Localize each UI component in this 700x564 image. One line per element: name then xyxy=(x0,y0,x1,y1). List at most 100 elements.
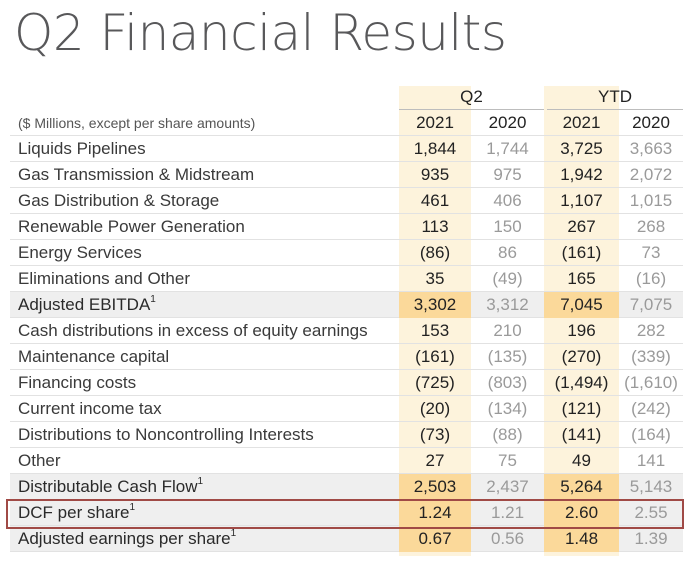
value-cell: (270) xyxy=(561,347,602,366)
table-row: Energy Services (86) 86 (161) 73 xyxy=(10,240,683,266)
page-title: Q2 Financial Results xyxy=(14,4,507,62)
row-label-text: Energy Services xyxy=(18,243,142,262)
table-body: Liquids Pipelines 1,844 1,744 3,725 3,663 Gas… xyxy=(10,136,683,552)
value-cell: (141) xyxy=(561,425,602,444)
value-cell: 1,744 xyxy=(486,139,529,158)
row-label-text: Cash distributions in excess of equity e… xyxy=(18,321,368,340)
table-row: Maintenance capital (161) (135) (270) (339) xyxy=(10,344,683,370)
value-cell: 1,015 xyxy=(629,191,673,210)
value-cell: (161) xyxy=(561,243,602,262)
value-cell: 1.21 xyxy=(490,503,525,522)
year-header-q2-2020: 2020 xyxy=(488,113,527,132)
value-cell: (16) xyxy=(635,269,667,288)
value-cell: (242) xyxy=(631,399,671,418)
value-cell: (49) xyxy=(492,269,523,288)
value-cell: 73 xyxy=(641,243,661,262)
value-cell: (134) xyxy=(487,399,528,418)
row-label-text: Current income tax xyxy=(18,399,162,418)
row-label-text: Gas Distribution & Storage xyxy=(18,191,220,210)
table-row: Distributable Cash Flow1 2,503 2,437 5,264 5… xyxy=(10,474,683,500)
value-cell: 282 xyxy=(636,321,666,340)
row-label: Adjusted EBITDA1 xyxy=(18,292,156,318)
row-label: Gas Transmission & Midstream xyxy=(18,162,254,188)
value-cell: 2,503 xyxy=(399,474,471,500)
row-label-text: Distributions to Noncontrolling Interest… xyxy=(18,425,314,444)
row-label: DCF per share1 xyxy=(18,500,135,526)
value-cell: 113 xyxy=(421,217,449,236)
value-cell: 141 xyxy=(636,451,666,470)
footnote-marker: 1 xyxy=(197,476,204,488)
table-row: Eliminations and Other 35 (49) 165 (16) xyxy=(10,266,683,292)
row-label-text: Financing costs xyxy=(18,373,137,392)
row-label-text: Distributable Cash Flow xyxy=(18,477,198,496)
value-cell: (135) xyxy=(487,347,528,366)
value-cell: 2.60 xyxy=(544,500,619,526)
year-header-ytd-2021: 2021 xyxy=(562,113,601,132)
value-cell: 461 xyxy=(420,191,450,210)
value-cell: 2.55 xyxy=(634,503,668,522)
table-row: Adjusted earnings per share1 0.67 0.56 1.48… xyxy=(10,526,683,552)
value-cell: 1,107 xyxy=(560,191,603,210)
value-cell: 975 xyxy=(493,165,522,184)
row-label: Financing costs xyxy=(18,370,136,396)
row-label-text: Gas Transmission & Midstream xyxy=(18,165,255,184)
value-cell: 268 xyxy=(636,217,666,236)
value-cell: 86 xyxy=(498,243,517,262)
value-cell: 210 xyxy=(493,321,522,340)
value-cell: 165 xyxy=(567,269,596,288)
row-label-text: Adjusted earnings per share xyxy=(18,529,231,548)
value-cell: (164) xyxy=(631,425,671,444)
value-cell: 150 xyxy=(493,217,522,236)
year-header-q2-2021: 2021 xyxy=(416,113,454,132)
value-cell: 75 xyxy=(498,451,517,470)
footnote-marker: 1 xyxy=(150,294,156,306)
row-label-text: Other xyxy=(18,451,61,470)
value-cell: (803) xyxy=(487,373,528,392)
value-cell: 3,663 xyxy=(629,139,673,158)
value-cell: (121) xyxy=(561,399,602,418)
value-cell: 0.67 xyxy=(399,526,471,552)
value-cell: 3,312 xyxy=(486,295,529,314)
row-label-text: Eliminations and Other xyxy=(18,269,190,288)
table-row: Gas Distribution & Storage 461 406 1,107 1,0… xyxy=(10,188,683,214)
row-label: Adjusted earnings per share1 xyxy=(18,526,236,552)
value-cell: 5,264 xyxy=(544,474,619,500)
row-label: Current income tax xyxy=(18,396,162,422)
value-cell: (725) xyxy=(415,373,455,392)
table-row: Adjusted EBITDA1 3,302 3,312 7,045 7,075 xyxy=(10,292,683,318)
row-label: Distributions to Noncontrolling Interest… xyxy=(18,422,314,448)
value-cell: 3,302 xyxy=(399,292,471,318)
footnote-marker: 1 xyxy=(129,502,136,514)
value-cell: (1,610) xyxy=(624,373,678,392)
value-cell: (86) xyxy=(419,243,451,262)
value-cell: (20) xyxy=(419,399,451,418)
value-cell: 35 xyxy=(425,269,445,288)
value-cell: 49 xyxy=(572,451,591,470)
row-label: Gas Distribution & Storage xyxy=(18,188,219,214)
table-row: Liquids Pipelines 1,844 1,744 3,725 3,663 xyxy=(10,136,683,162)
table-row: Other 27 75 49 141 xyxy=(10,448,683,474)
row-label-text: Liquids Pipelines xyxy=(18,139,146,158)
value-cell: (161) xyxy=(415,347,455,366)
value-cell: 2,072 xyxy=(629,165,673,184)
units-label: ($ Millions, except per share amounts) xyxy=(18,115,256,131)
row-label: Renewable Power Generation xyxy=(18,214,245,240)
table-row: DCF per share1 1.24 1.21 2.60 2.55 xyxy=(10,500,683,526)
row-label-text: Maintenance capital xyxy=(18,347,170,366)
value-cell: 935 xyxy=(420,165,450,184)
value-cell: 267 xyxy=(567,217,596,236)
value-cell: 7,075 xyxy=(629,295,673,314)
value-cell: 1.48 xyxy=(544,526,619,552)
row-label: Cash distributions in excess of equity e… xyxy=(18,318,368,344)
ytd-group-header: YTD xyxy=(547,86,683,110)
value-cell: (1,494) xyxy=(554,373,609,392)
row-label: Eliminations and Other xyxy=(18,266,190,292)
table-row: Renewable Power Generation 113 150 267 268 xyxy=(10,214,683,240)
q2-group-header: Q2 xyxy=(399,86,544,110)
row-label: Liquids Pipelines xyxy=(18,136,146,162)
row-label: Distributable Cash Flow1 xyxy=(18,474,203,500)
table-row: Financing costs (725) (803) (1,494) (1,610) xyxy=(10,370,683,396)
table-row: Cash distributions in excess of equity e… xyxy=(10,318,683,344)
value-cell: (339) xyxy=(631,347,671,366)
value-cell: (73) xyxy=(419,425,451,444)
